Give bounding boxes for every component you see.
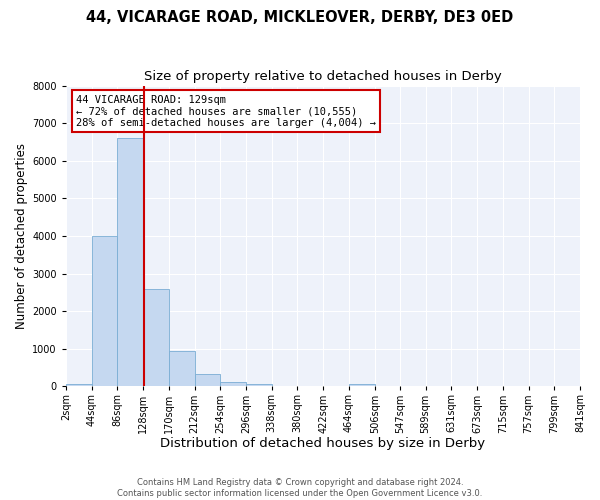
Text: 44, VICARAGE ROAD, MICKLEOVER, DERBY, DE3 0ED: 44, VICARAGE ROAD, MICKLEOVER, DERBY, DE… [86,10,514,25]
Bar [117,138,143,386]
Text: Contains HM Land Registry data © Crown copyright and database right 2024.
Contai: Contains HM Land Registry data © Crown c… [118,478,482,498]
Y-axis label: Number of detached properties: Number of detached properties [15,143,28,329]
Bar [66,384,92,386]
Bar [92,236,117,386]
Bar [220,382,246,386]
Bar [169,350,194,386]
Bar [143,288,169,386]
Title: Size of property relative to detached houses in Derby: Size of property relative to detached ho… [144,70,502,83]
X-axis label: Distribution of detached houses by size in Derby: Distribution of detached houses by size … [160,437,485,450]
Text: 44 VICARAGE ROAD: 129sqm
← 72% of detached houses are smaller (10,555)
28% of se: 44 VICARAGE ROAD: 129sqm ← 72% of detach… [76,94,376,128]
Bar [194,374,220,386]
Bar [349,384,374,386]
Bar [246,384,272,386]
